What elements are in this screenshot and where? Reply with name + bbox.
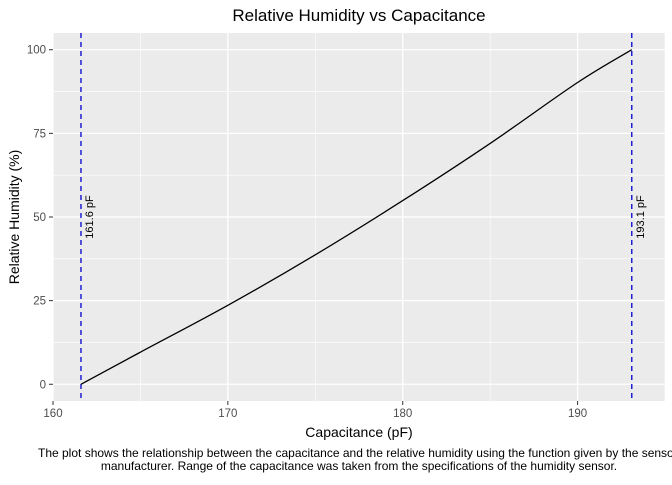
x-axis-title: Capacitance (pF) [305,424,412,440]
x-tick-label: 180 [393,408,412,420]
reference-line-label: 161.6 pF [84,195,96,239]
reference-line-label: 193.1 pF [635,195,647,239]
x-tick-label: 190 [568,408,587,420]
x-tick-label: 160 [43,408,62,420]
y-tick-label: 100 [27,45,46,57]
x-axis-ticks: 160 170 180 190 [43,401,587,420]
reference-lines: 161.6 pF 193.1 pF [80,33,647,401]
y-tick-label: 75 [33,128,46,140]
y-tick-label: 50 [33,212,46,224]
x-tick-label: 170 [218,408,237,420]
series-line [80,49,633,385]
y-tick-label: 0 [40,379,46,391]
caption-line-1: The plot shows the relationship between … [38,446,672,460]
y-tick-label: 25 [33,296,46,308]
grid-major [52,33,665,401]
chart-title: Relative Humidity vs Capacitance [232,6,485,25]
caption-line-2: manufacturer. Range of the capacitance w… [101,459,617,473]
y-axis-ticks: 0 25 50 75 100 [27,45,53,391]
series-layer [80,49,633,385]
y-axis-title: Relative Humidity (%) [6,150,22,285]
